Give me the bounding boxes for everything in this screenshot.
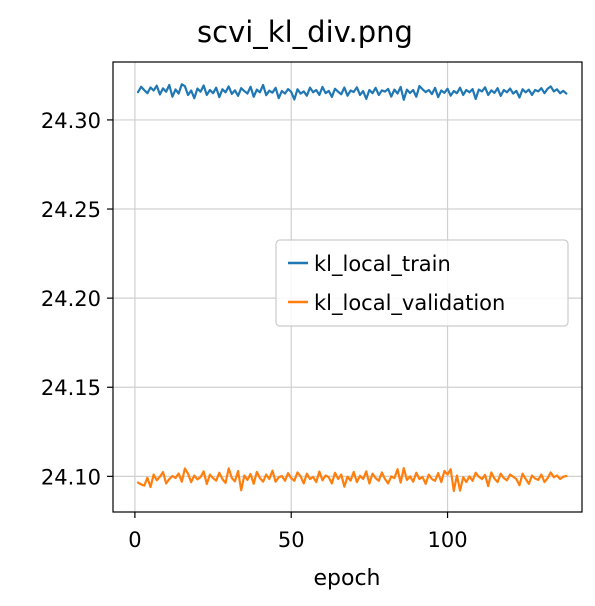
series-lines bbox=[136, 83, 568, 493]
y-axis-ticks: 24.10 24.15 24.20 24.25 24.30 bbox=[41, 109, 113, 489]
series-line-validation bbox=[136, 467, 568, 493]
x-axis-label: epoch bbox=[314, 566, 381, 591]
y-tick-label: 24.25 bbox=[41, 198, 101, 222]
y-tick-label: 24.30 bbox=[41, 109, 101, 133]
x-axis-ticks: 0 50 100 bbox=[128, 512, 468, 552]
plot-frame bbox=[112, 61, 583, 513]
x-tick-label: 100 bbox=[428, 528, 468, 552]
legend-label-validation: kl_local_validation bbox=[314, 291, 505, 316]
x-tick-label: 50 bbox=[278, 528, 305, 552]
chart-title: scvi_kl_div.png bbox=[197, 15, 413, 49]
legend: kl_local_train kl_local_validation bbox=[275, 239, 569, 327]
y-tick-label: 24.20 bbox=[41, 287, 101, 311]
legend-label-train: kl_local_train bbox=[314, 252, 451, 277]
y-tick-label: 24.15 bbox=[41, 376, 101, 400]
y-tick-label: 24.10 bbox=[41, 465, 101, 489]
series-line-train bbox=[136, 83, 568, 101]
x-tick-label: 0 bbox=[128, 528, 141, 552]
legend-box bbox=[275, 239, 569, 327]
